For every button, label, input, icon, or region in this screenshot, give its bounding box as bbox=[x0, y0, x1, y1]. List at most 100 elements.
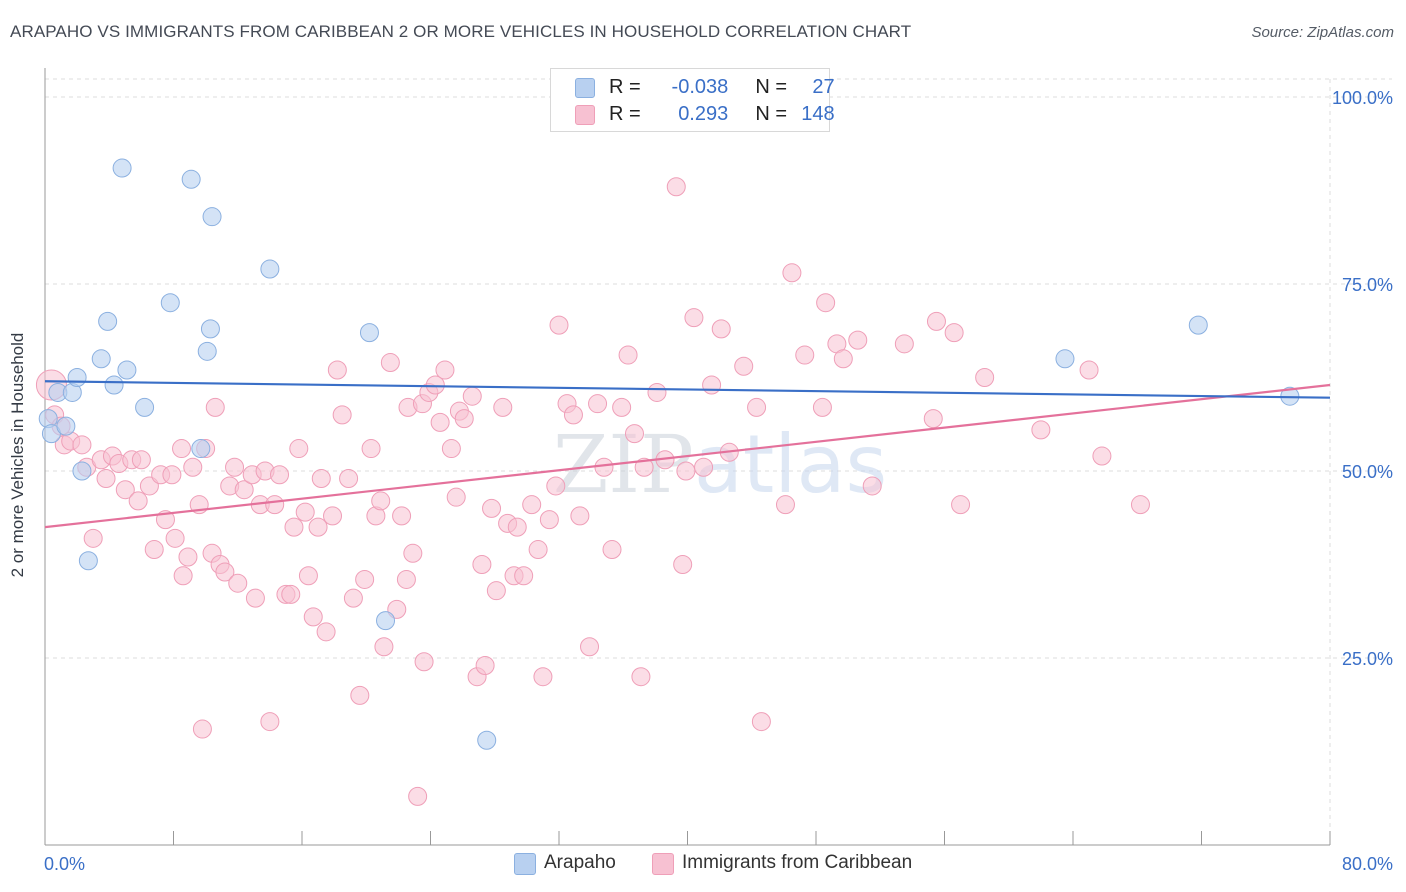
arapaho-point bbox=[191, 439, 211, 459]
caribbean-point bbox=[1092, 446, 1112, 466]
caribbean-point bbox=[634, 457, 654, 477]
caribbean-point bbox=[848, 330, 868, 350]
caribbean-point bbox=[131, 450, 151, 470]
caribbean-point bbox=[162, 465, 182, 485]
caribbean-point bbox=[747, 397, 767, 417]
caribbean-point bbox=[234, 480, 254, 500]
arapaho-point bbox=[98, 311, 118, 331]
r-value: 0.293 bbox=[678, 103, 729, 125]
caribbean-point bbox=[549, 315, 569, 335]
caribbean-point bbox=[618, 345, 638, 365]
arapaho-point bbox=[202, 207, 222, 227]
legend-label-arapaho: Arapaho bbox=[544, 852, 616, 873]
series-legend: Arapaho Immigrants from Caribbean bbox=[0, 852, 1406, 878]
caribbean-swatch bbox=[575, 105, 595, 125]
caribbean-point bbox=[676, 461, 696, 481]
caribbean-point bbox=[374, 637, 394, 657]
caribbean-point bbox=[1031, 420, 1051, 440]
trend-lines bbox=[44, 380, 1331, 529]
caribbean-point bbox=[339, 468, 359, 488]
arapaho-point bbox=[78, 551, 98, 571]
caribbean-point bbox=[435, 360, 455, 380]
caribbean-point bbox=[570, 506, 590, 526]
caribbean-point bbox=[454, 409, 474, 429]
n-label: N = bbox=[755, 103, 788, 125]
arapaho-point bbox=[91, 349, 111, 369]
caribbean-point bbox=[833, 349, 853, 369]
arapaho-point bbox=[1055, 349, 1075, 369]
arapaho-point bbox=[477, 730, 497, 750]
caribbean-point bbox=[425, 375, 445, 395]
caribbean-point bbox=[975, 368, 995, 387]
caribbean-point bbox=[563, 405, 583, 425]
arapaho-point bbox=[260, 259, 280, 279]
arapaho-point bbox=[200, 319, 220, 339]
caribbean-point bbox=[951, 495, 971, 515]
caribbean-point bbox=[392, 506, 412, 526]
caribbean-trend-line bbox=[44, 383, 1331, 529]
caribbean-point bbox=[795, 345, 815, 365]
caribbean-point bbox=[380, 353, 400, 373]
caribbean-point bbox=[734, 356, 754, 376]
caribbean-point bbox=[522, 495, 542, 515]
watermark-atlas: atlas bbox=[694, 418, 887, 511]
caribbean-point bbox=[588, 394, 608, 414]
caribbean-point bbox=[303, 607, 323, 627]
caribbean-point bbox=[332, 405, 352, 425]
caribbean-point bbox=[215, 562, 235, 582]
caribbean-point bbox=[775, 495, 795, 515]
caribbean-point bbox=[528, 540, 548, 560]
arapaho-trend-line bbox=[44, 380, 1331, 399]
caribbean-point bbox=[295, 502, 315, 522]
caribbean-point bbox=[441, 439, 461, 459]
caribbean-point bbox=[387, 599, 407, 619]
caribbean-point bbox=[430, 412, 450, 432]
caribbean-point bbox=[926, 311, 946, 331]
caribbean-point bbox=[408, 786, 428, 806]
caribbean-point bbox=[673, 555, 693, 574]
caribbean-point bbox=[403, 543, 423, 563]
caribbean-point bbox=[862, 476, 882, 496]
caribbean-point bbox=[83, 528, 103, 548]
caribbean-point bbox=[694, 457, 714, 477]
arapaho-legend-swatch bbox=[514, 853, 536, 875]
caribbean-point bbox=[192, 719, 212, 739]
arapaho-point bbox=[160, 293, 180, 313]
caribbean-point bbox=[115, 480, 135, 500]
caribbean-point bbox=[493, 397, 513, 417]
r-label: R = bbox=[609, 76, 641, 98]
caribbean-point bbox=[205, 397, 225, 417]
axes bbox=[44, 68, 1331, 846]
caribbean-point bbox=[514, 566, 534, 586]
source-label: Source: ZipAtlas.com bbox=[1251, 24, 1394, 41]
caribbean-point bbox=[245, 588, 265, 608]
chart-title: ARAPAHO VS IMMIGRANTS FROM CARIBBEAN 2 O… bbox=[10, 22, 912, 41]
y-tick-label: 25.0% bbox=[1342, 649, 1393, 669]
caribbean-point bbox=[482, 498, 502, 518]
caribbean-point bbox=[507, 517, 527, 537]
caribbean-point bbox=[580, 637, 600, 657]
arapaho-point bbox=[112, 158, 132, 178]
arapaho-point bbox=[67, 368, 87, 387]
tick-labels: 25.0% 50.0% 75.0% 100.0% 0.0% 80.0% bbox=[44, 88, 1393, 874]
caribbean-point bbox=[270, 465, 290, 485]
n-value: 148 bbox=[801, 103, 835, 125]
arapaho-point bbox=[1188, 315, 1208, 335]
arapaho-point bbox=[197, 341, 217, 361]
arapaho-point bbox=[135, 397, 155, 417]
caribbean-point bbox=[923, 409, 943, 429]
series-arapaho-points bbox=[38, 158, 1300, 750]
caribbean-point bbox=[298, 566, 318, 586]
arapaho-point bbox=[117, 360, 137, 380]
caribbean-point bbox=[173, 566, 193, 586]
caribbean-point bbox=[96, 468, 116, 488]
caribbean-point bbox=[396, 569, 416, 589]
caribbean-point bbox=[172, 439, 192, 459]
caribbean-point bbox=[128, 491, 148, 511]
x-tick-label-min: 0.0% bbox=[44, 854, 85, 874]
caribbean-point bbox=[308, 517, 328, 537]
caribbean-point bbox=[462, 386, 482, 406]
caribbean-point bbox=[602, 540, 622, 560]
correlation-legend: R = -0.038 N = 27 R = 0.293 N = 148 bbox=[550, 68, 835, 132]
